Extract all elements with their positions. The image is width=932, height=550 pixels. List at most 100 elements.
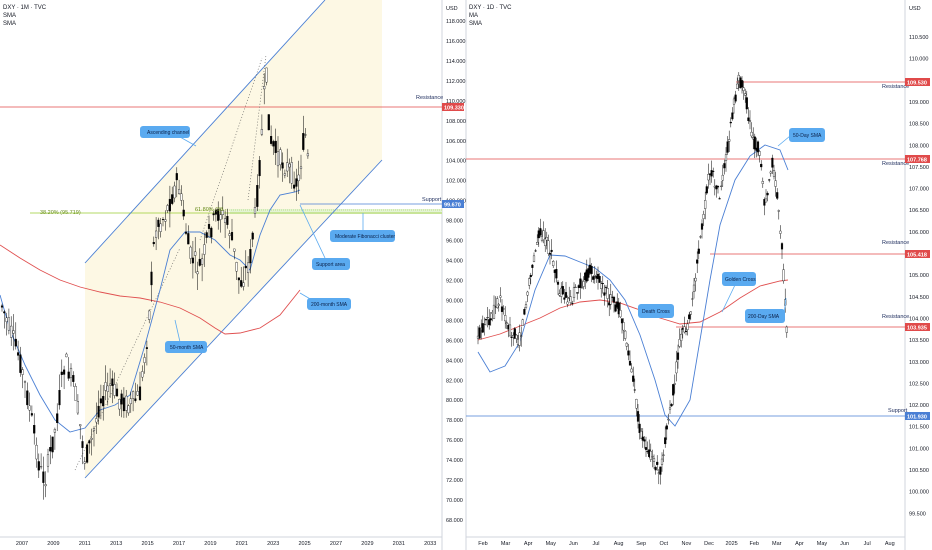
right-candle bbox=[489, 318, 492, 321]
svg-text:200-Day SMA: 200-Day SMA bbox=[748, 314, 780, 320]
right-chart[interactable]: Resistance Resistance Resistance Resista… bbox=[466, 5, 909, 485]
right-price-axis[interactable]: USD 110.500110.000109.500109.000108.5001… bbox=[909, 6, 929, 517]
left-candle bbox=[233, 248, 236, 252]
left-candle bbox=[49, 447, 52, 452]
svg-text:Moderate Fibonacci cluster: Moderate Fibonacci cluster bbox=[335, 234, 395, 240]
right-candle bbox=[492, 304, 496, 319]
right-candle bbox=[505, 322, 508, 324]
right-candle bbox=[776, 192, 779, 199]
right-candle bbox=[748, 120, 752, 122]
left-support-price: 99.670 bbox=[444, 203, 461, 209]
right-candle bbox=[478, 327, 481, 339]
left-candle bbox=[67, 371, 70, 379]
left-candle bbox=[88, 440, 91, 444]
left-candle bbox=[168, 198, 171, 212]
right-y-tick: 105.000 bbox=[909, 273, 929, 279]
right-candle bbox=[582, 281, 585, 287]
left-candle bbox=[263, 86, 266, 90]
right-time-axis[interactable]: Feb Mar Apr May Jun Jul Aug Sep Oct Nov Dec 2025 Feb… bbox=[478, 541, 894, 547]
right-x-tick: Jul bbox=[864, 541, 871, 547]
right-candle bbox=[740, 80, 744, 88]
left-candle bbox=[125, 395, 128, 411]
right-candle bbox=[675, 361, 678, 374]
left-y-tick: 104.000 bbox=[446, 159, 466, 165]
fib-61-label: 61.80% (98.- bbox=[195, 207, 227, 213]
right-candle bbox=[689, 311, 692, 315]
dotted-trend-3 bbox=[247, 54, 267, 201]
left-candle bbox=[72, 375, 75, 382]
right-x-tick: Sep bbox=[636, 541, 646, 547]
left-candle bbox=[161, 219, 165, 221]
right-candle bbox=[710, 170, 713, 177]
right-candle bbox=[707, 174, 710, 181]
left-candle bbox=[51, 436, 54, 453]
right-candle bbox=[531, 264, 534, 268]
left-x-tick: 2011 bbox=[79, 541, 91, 547]
right-candle bbox=[580, 287, 584, 289]
right-candle bbox=[670, 404, 673, 407]
right-r4-price: 103.935 bbox=[907, 326, 927, 332]
right-candle bbox=[643, 439, 646, 442]
left-candle bbox=[283, 173, 286, 176]
right-candle bbox=[766, 192, 769, 196]
left-candle bbox=[295, 178, 298, 187]
left-y-tick: 88.000 bbox=[446, 318, 463, 324]
fib-38-label: 38.20% (95.719) bbox=[40, 210, 81, 216]
right-candle bbox=[627, 350, 630, 356]
right-candle bbox=[624, 330, 627, 339]
right-candle bbox=[563, 297, 566, 300]
right-candle bbox=[486, 317, 489, 319]
right-y-tick: 106.000 bbox=[909, 230, 929, 236]
right-x-tick: Jul bbox=[592, 541, 599, 547]
right-candle bbox=[728, 139, 731, 142]
left-price-axis[interactable]: USD 118.000116.000114.000112.000110.0001… bbox=[446, 6, 466, 524]
sma50-callout: 50-month SMA bbox=[165, 319, 207, 353]
left-candle bbox=[81, 441, 84, 448]
left-candle bbox=[237, 277, 240, 281]
left-chart[interactable]: Resistance Support 38.20% (95.719) 61.80… bbox=[0, 0, 443, 500]
right-r1-label: Resistance bbox=[882, 84, 909, 90]
left-candle bbox=[65, 353, 68, 358]
support-area-callout: Support area bbox=[299, 204, 350, 270]
right-candle bbox=[520, 335, 523, 337]
fibonacci-cluster-band bbox=[230, 209, 442, 214]
left-time-axis[interactable]: 2007 2009 2011 2013 2015 2017 2019 2021 2023 2025… bbox=[16, 541, 436, 547]
left-y-tick: 86.000 bbox=[446, 338, 463, 344]
left-candle bbox=[155, 230, 158, 238]
ascending-channel-callout: Ascending channel bbox=[140, 126, 197, 147]
right-candle bbox=[542, 230, 545, 240]
left-candle bbox=[23, 381, 27, 383]
left-x-tick: 2017 bbox=[173, 541, 185, 547]
right-r3-price: 105.418 bbox=[907, 253, 927, 259]
left-candle bbox=[189, 246, 192, 259]
right-candle bbox=[672, 384, 675, 396]
right-candle bbox=[550, 249, 553, 252]
left-candle bbox=[157, 219, 160, 227]
right-candle bbox=[628, 360, 632, 366]
right-y-tick: 110.500 bbox=[909, 35, 928, 41]
right-candle bbox=[654, 467, 657, 471]
right-x-tick: Feb bbox=[749, 541, 758, 547]
right-candle bbox=[732, 98, 736, 105]
left-candle bbox=[143, 357, 146, 363]
left-candle bbox=[288, 163, 291, 168]
right-y-tick: 102.500 bbox=[909, 381, 929, 387]
right-candle bbox=[529, 274, 532, 278]
left-x-tick: 2025 bbox=[298, 541, 310, 547]
right-candle bbox=[513, 328, 516, 339]
left-candle bbox=[17, 352, 20, 356]
left-candle bbox=[127, 405, 130, 414]
left-y-tick: 114.000 bbox=[446, 59, 465, 65]
left-candle bbox=[21, 369, 24, 375]
left-candle bbox=[230, 232, 234, 241]
svg-text:Death Cross: Death Cross bbox=[642, 309, 670, 315]
right-candle bbox=[617, 302, 620, 315]
left-candle bbox=[56, 413, 59, 423]
right-candle bbox=[715, 185, 718, 190]
svg-text:200-month SMA: 200-month SMA bbox=[311, 302, 348, 308]
left-y-tick: 72.000 bbox=[446, 478, 463, 484]
left-candle bbox=[79, 424, 82, 427]
left-y-tick: 92.000 bbox=[446, 278, 463, 284]
golden-cross-callout: Golden Cross bbox=[721, 272, 756, 313]
left-candle bbox=[182, 209, 185, 217]
